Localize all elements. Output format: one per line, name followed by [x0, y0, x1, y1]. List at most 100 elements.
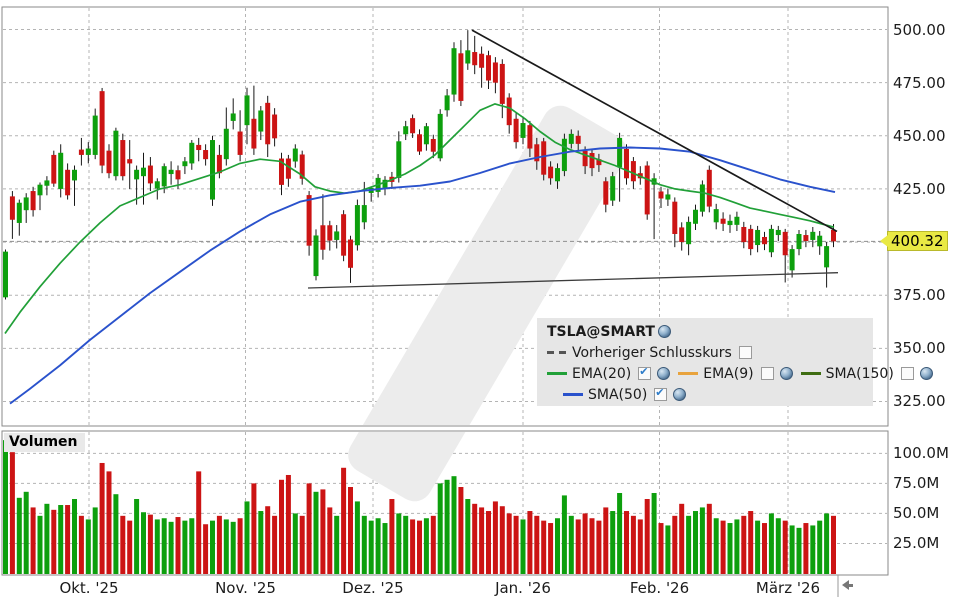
scroll-left-arrow[interactable]: [842, 578, 858, 592]
watermark: [348, 105, 627, 425]
volume-bar: [265, 506, 271, 574]
volume-bar: [603, 507, 609, 574]
volume-bar: [637, 519, 643, 574]
candle-body: [106, 150, 112, 174]
volume-bar: [237, 518, 243, 574]
candle-body: [810, 231, 816, 240]
candle-body: [665, 194, 671, 200]
volume-bar: [658, 523, 664, 574]
volume-bar: [768, 513, 774, 574]
volume-bar: [375, 518, 381, 574]
candle-body: [644, 165, 650, 215]
volume-tick-label: 50.0M: [893, 504, 940, 523]
sma50-checkbox[interactable]: [654, 386, 668, 401]
candle-body: [520, 123, 526, 138]
candle-body: [679, 227, 685, 243]
candle-body: [630, 161, 636, 182]
candle-body: [762, 236, 767, 245]
candle-body: [568, 133, 574, 144]
volume-bar: [492, 501, 498, 574]
volume-bar: [389, 499, 395, 574]
volume-bar: [141, 512, 146, 574]
volume-bar: [741, 515, 747, 574]
candle-body: [51, 154, 57, 184]
volume-bar: [334, 515, 340, 574]
volume-bar: [782, 520, 788, 574]
candle-body: [16, 202, 22, 223]
candle-body: [65, 169, 71, 196]
volume-bar: [113, 494, 119, 574]
candle-body: [203, 150, 209, 160]
candle-body: [513, 118, 519, 143]
candle-body: [175, 170, 181, 180]
sma50-label: SMA(50): [588, 386, 648, 403]
candle-body: [596, 159, 602, 166]
volume-bar: [189, 518, 195, 574]
sma150-checkbox[interactable]: [900, 367, 914, 380]
candle-body: [603, 181, 609, 205]
volume-bar: [58, 505, 64, 574]
volume-bar: [789, 525, 795, 574]
last-price-value: 400.32: [891, 232, 944, 251]
volume-bar: [327, 507, 333, 574]
scroll-left-arrow-icon: [842, 580, 849, 590]
candle-body: [768, 228, 774, 253]
candle-body: [410, 118, 416, 134]
volume-bar: [548, 523, 554, 574]
candle-body: [279, 158, 284, 185]
candle-body: [672, 201, 678, 234]
last-price-tag: 400.32: [880, 231, 948, 252]
volume-tick-label: 25.0M: [893, 534, 940, 553]
candle-body: [527, 125, 533, 149]
volume-bar: [299, 515, 305, 574]
legend-row-mas: EMA(20) EMA(9) SMA(150): [547, 363, 933, 384]
legend-row-symbol: TSLA@SMART: [547, 321, 873, 342]
ema20-globe-icon[interactable]: [657, 367, 671, 380]
volume-bar: [699, 507, 705, 574]
volume-bar: [306, 483, 312, 574]
sma150-globe-icon[interactable]: [919, 367, 933, 380]
candle-body: [216, 154, 222, 174]
price-tick-label: 325.00: [893, 392, 946, 411]
candle-body: [285, 158, 291, 179]
candle-body: [265, 102, 271, 145]
sma50-globe-icon[interactable]: [673, 388, 687, 401]
volume-bar: [37, 515, 43, 574]
candle-body: [361, 205, 367, 223]
volume-bar: [762, 523, 767, 574]
candle-body: [775, 229, 781, 236]
candle-body: [72, 169, 77, 181]
candle-body: [451, 48, 457, 95]
ema20-line: [4, 103, 835, 334]
volume-bar: [251, 483, 257, 574]
candles-layer: [3, 30, 836, 300]
volume-bar: [686, 515, 692, 574]
candle-body: [803, 235, 809, 242]
volume-bar: [313, 491, 319, 574]
candle-body: [686, 221, 692, 245]
ema9-globe-icon[interactable]: [779, 367, 793, 380]
candle-body: [223, 128, 229, 160]
candle-body: [258, 110, 264, 132]
prev-close-checkbox[interactable]: [738, 346, 752, 359]
candle-body: [313, 235, 319, 277]
volume-bar: [665, 525, 671, 574]
ema9-checkbox[interactable]: [760, 367, 774, 380]
volume-bar: [672, 515, 678, 574]
candle-body: [3, 251, 8, 298]
volume-bar: [120, 515, 126, 574]
price-tick-label: 375.00: [893, 286, 946, 305]
candle-body: [154, 181, 160, 189]
ema20-checkbox[interactable]: [638, 365, 652, 380]
volume-bar: [216, 515, 222, 574]
volume-bar: [9, 452, 15, 574]
candle-body: [472, 52, 478, 66]
candle-body: [831, 229, 836, 242]
candle-body: [9, 196, 15, 220]
candle-body: [575, 135, 581, 144]
candle-body: [824, 246, 830, 268]
volume-bar: [320, 489, 326, 574]
symbol-globe-icon[interactable]: [657, 325, 671, 338]
candle-body: [251, 118, 257, 149]
